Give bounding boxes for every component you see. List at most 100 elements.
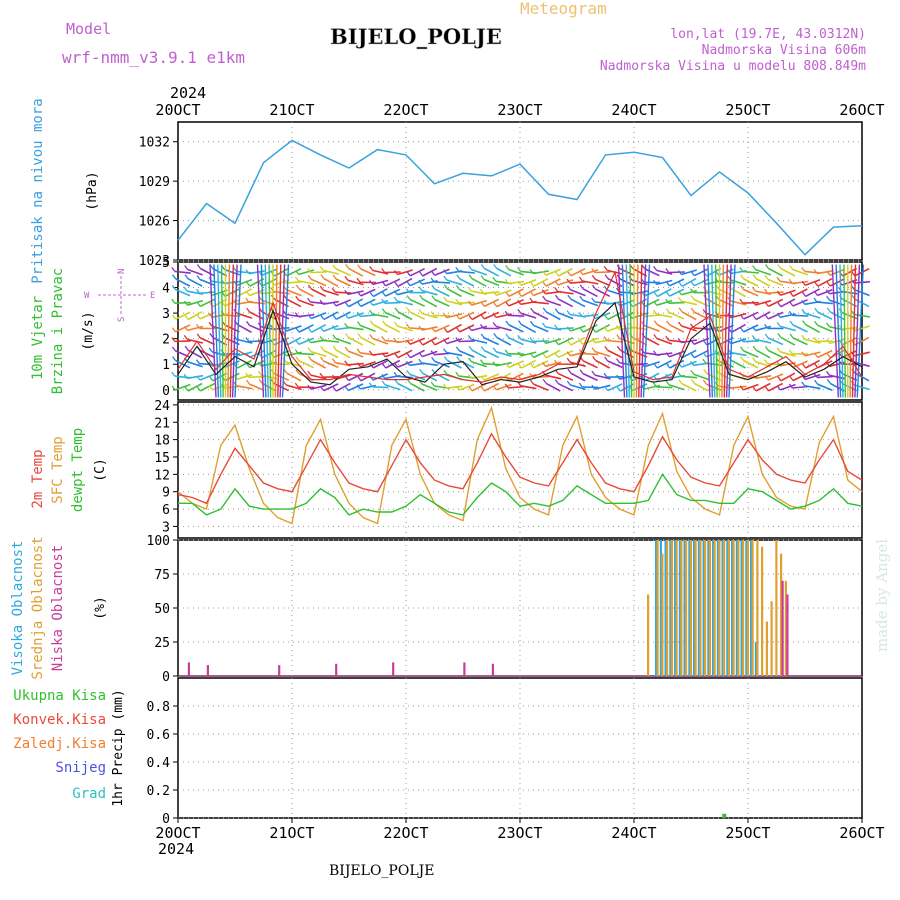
precip-legend-frozen: Zaledj.Kisa <box>13 736 106 752</box>
compass-rose: N S W E <box>84 269 155 322</box>
wind-arrow <box>459 311 475 320</box>
wind-arrow <box>385 324 401 333</box>
wind-arrow-head <box>541 361 547 367</box>
wind-arrow <box>520 312 537 319</box>
wind-arrow-head <box>381 352 386 358</box>
wind-arrow-head <box>171 314 177 320</box>
wind-arrow-head <box>246 307 251 313</box>
y-tick-label-precip: 0.8 <box>147 700 170 715</box>
cloud-mid-bar <box>680 540 683 676</box>
wind-arrow-head <box>566 380 571 386</box>
wind-arrow-head <box>566 351 571 357</box>
wind-arrow <box>619 374 636 380</box>
wind-arrow-head <box>566 278 571 284</box>
wind-arrow-head <box>406 353 411 359</box>
wind-arrow-head <box>604 386 609 391</box>
wind-arrow <box>422 298 438 308</box>
wind-arrow-head <box>764 386 770 392</box>
time-labels-bottom: 20OCT 21OCT 22OCT 23OCT 24OCT 25OCT 26OCT <box>155 824 884 842</box>
wind-arrow-head <box>492 322 497 327</box>
wind-unit: (m/s) <box>81 311 96 350</box>
wind-burst <box>851 264 857 398</box>
wind-arrow <box>447 288 462 298</box>
wind-arrow-head <box>567 271 572 277</box>
wind-arrow-head <box>652 382 657 388</box>
cloud-high-bar <box>716 540 719 676</box>
wind-arrow-head <box>802 363 807 369</box>
wind-arrow <box>681 349 697 359</box>
wind-burst <box>277 264 282 398</box>
wind-arrow-head <box>751 286 756 292</box>
wind-arrow <box>298 299 315 307</box>
wind-arrow-head <box>246 281 251 287</box>
wind-arrow <box>804 338 821 344</box>
wind-arrow-head <box>690 353 695 359</box>
wind-arrow-head <box>542 379 547 384</box>
cloud-high-bar <box>659 540 662 676</box>
wind-arrow-head <box>555 271 560 277</box>
wind-arrow-head <box>579 270 584 275</box>
wind-arrow <box>434 281 451 284</box>
wind-arrow <box>458 340 475 343</box>
wind-arrow-head <box>665 281 671 287</box>
wind-arrow <box>310 374 327 380</box>
wind-arrow <box>743 359 759 369</box>
wind-arrow <box>236 338 253 344</box>
cloud-high-bar <box>707 540 710 676</box>
wind-arrow <box>236 373 253 381</box>
wind-arrow <box>483 373 500 381</box>
wind-arrow-head <box>295 369 300 375</box>
y-tick-label-temp: 3 <box>162 520 170 535</box>
wind-arrow <box>755 325 772 332</box>
time-label-top: 21OCT <box>269 101 314 119</box>
wind-arrow <box>311 323 327 333</box>
wind-arrow <box>484 267 499 277</box>
wind-arrow-head <box>591 284 597 290</box>
wind-arrow <box>854 361 870 368</box>
wind-arrow <box>199 278 216 287</box>
wind-arrow-head <box>826 270 831 276</box>
wind-arrow-head <box>320 356 325 362</box>
wind-burst <box>617 264 626 398</box>
wind-arrow-head <box>295 284 300 290</box>
wind-arrow <box>335 349 351 359</box>
wind-arrow <box>397 277 413 288</box>
wind-arrow-head <box>468 315 473 320</box>
wind-arrow <box>557 279 574 286</box>
wind-arrow <box>804 351 821 357</box>
wind-arrow <box>459 278 475 287</box>
wind-arrow-head <box>690 295 695 300</box>
wind-arrow <box>842 267 858 277</box>
wind-arrow <box>348 298 364 308</box>
wind-arrow <box>743 278 759 287</box>
wind-arrow-head <box>703 340 708 346</box>
wind-arrow-head <box>579 295 584 301</box>
wind-arrow <box>595 288 611 298</box>
y-tick-label-temp: 15 <box>154 451 170 466</box>
wind-arrow-head <box>381 336 386 341</box>
wind-arrow <box>483 337 500 346</box>
wind-arrow <box>310 271 327 274</box>
wind-arrow-head <box>357 376 362 382</box>
wind-arrow-head <box>517 267 522 272</box>
wind-burst <box>281 264 290 398</box>
time-label-top: 22OCT <box>383 101 428 119</box>
y-tick-label-cloud: 0 <box>162 670 170 685</box>
wind-arrow <box>805 323 820 334</box>
wind-arrow-head <box>196 302 201 307</box>
wind-arrow-head <box>195 288 201 294</box>
y-tick-label-pressure: 1023 <box>139 254 170 269</box>
wind-arrow <box>471 374 488 380</box>
wind-arrow <box>360 336 376 346</box>
wind-arrow <box>718 281 735 284</box>
wind-arrow-head <box>825 289 830 295</box>
cloud-mid-bar <box>694 540 697 676</box>
wind-arrow-head <box>579 339 584 345</box>
wind-arrow <box>372 299 389 306</box>
y-tick-label-wind: 3 <box>162 307 170 322</box>
time-labels-top: 20OCT 21OCT 22OCT 23OCT 24OCT 25OCT 26OCT <box>155 101 884 119</box>
wind-burst <box>256 264 265 398</box>
wind-burst <box>638 264 643 398</box>
wind-burst <box>854 264 861 398</box>
wind-arrow-head <box>517 280 522 286</box>
